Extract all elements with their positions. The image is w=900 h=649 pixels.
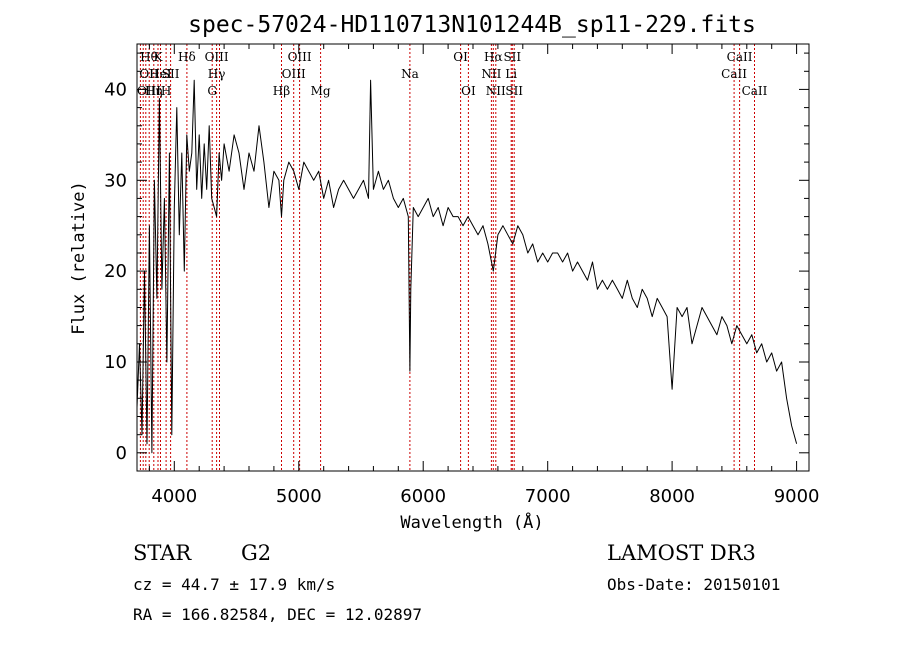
- line-label: HeI: [149, 67, 172, 81]
- y-tick-label: 30: [104, 170, 127, 191]
- line-label: NII: [486, 84, 506, 98]
- line-label: NII: [481, 67, 501, 81]
- line-label: Mg: [311, 84, 331, 98]
- line-label: K: [154, 50, 164, 64]
- obs-date: Obs-Date: 20150101: [607, 575, 780, 594]
- line-label: OIII: [137, 84, 161, 98]
- object-subclass: G2: [241, 541, 271, 565]
- line-label: Hγ: [208, 67, 226, 81]
- line-markers: [139, 44, 755, 471]
- survey-name: LAMOST DR3: [607, 541, 756, 565]
- line-label: OI: [461, 84, 476, 98]
- line-label: OIII: [282, 67, 306, 81]
- line-label: H: [161, 84, 171, 98]
- y-axis-ticks: 0 10 20 30 40: [104, 52, 809, 464]
- plot-frame: [136, 43, 810, 472]
- line-label: CaII: [727, 50, 753, 64]
- line-label: Hβ: [273, 84, 290, 98]
- x-axis-label: Wavelength (Å): [400, 511, 543, 533]
- x-tick-label: 7000: [525, 486, 571, 507]
- line-label: Hα: [484, 50, 503, 64]
- y-tick-label: 0: [116, 443, 127, 464]
- line-label: Hδ: [178, 50, 196, 64]
- redshift-cz: cz = 44.7 ± 17.9 km/s: [133, 575, 335, 594]
- spectrum-line: [136, 79, 798, 454]
- line-label: OII: [139, 67, 159, 81]
- line-label: Hη: [145, 84, 163, 98]
- line-label: OI: [453, 50, 468, 64]
- object-class: STAR: [133, 541, 192, 565]
- line-label: CaII: [742, 84, 768, 98]
- line-label: OIII: [288, 50, 312, 64]
- line-label: SII: [503, 50, 521, 64]
- y-axis-label: Flux (relative): [69, 181, 89, 335]
- x-tick-label: 5000: [276, 486, 322, 507]
- y-tick-label: 40: [104, 79, 127, 100]
- x-tick-label: 6000: [400, 486, 446, 507]
- x-tick-label: 9000: [774, 486, 820, 507]
- y-tick-label: 10: [104, 352, 127, 373]
- chart-title: spec-57024-HD110713N101244B_sp11-229.fit…: [188, 12, 756, 38]
- coordinates: RA = 166.82584, DEC = 12.02897: [133, 605, 422, 624]
- x-axis-ticks: 4000 5000 6000 7000 8000 9000: [148, 44, 820, 507]
- line-label: CaII: [721, 67, 747, 81]
- line-label: SII: [505, 84, 523, 98]
- line-label: Hθ: [140, 50, 158, 64]
- y-tick-label: 20: [104, 261, 127, 282]
- line-label: OIII: [205, 50, 229, 64]
- x-tick-label: 8000: [649, 486, 695, 507]
- line-label: SII: [162, 67, 180, 81]
- x-tick-label: 4000: [151, 486, 197, 507]
- line-label: G: [207, 84, 217, 98]
- line-label: Li: [505, 67, 517, 81]
- line-label: Na: [401, 67, 419, 81]
